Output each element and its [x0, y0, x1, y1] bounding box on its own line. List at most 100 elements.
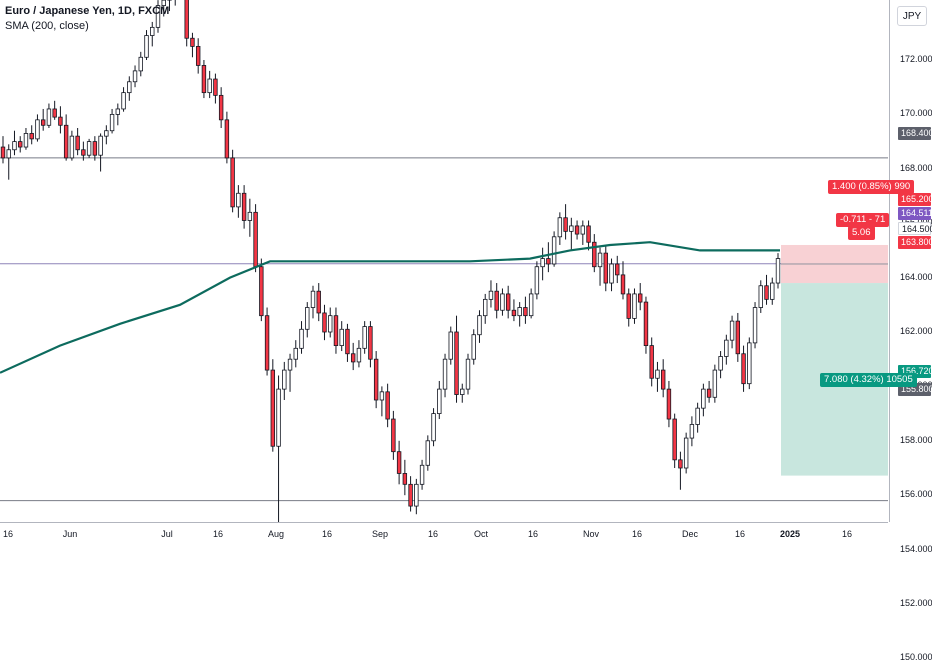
candle — [369, 321, 373, 367]
candle — [650, 337, 654, 386]
candle — [357, 340, 361, 367]
candle — [420, 460, 424, 490]
candle — [7, 144, 11, 179]
time-tick-label: 2025 — [780, 529, 800, 539]
candle — [41, 109, 45, 131]
candle — [294, 340, 298, 367]
candle — [581, 220, 585, 244]
candle — [707, 381, 711, 403]
candle — [621, 261, 625, 299]
candle — [76, 128, 80, 155]
time-tick-label: Nov — [583, 529, 599, 539]
candle — [690, 416, 694, 446]
candle — [598, 248, 602, 286]
currency-button[interactable]: JPY — [897, 6, 927, 26]
candle — [415, 479, 419, 514]
candle — [260, 259, 264, 322]
candle — [36, 114, 40, 141]
candle — [696, 403, 700, 433]
time-tick-label: Jul — [161, 529, 173, 539]
time-tick-label: 16 — [735, 529, 745, 539]
candle — [53, 101, 57, 120]
candle — [713, 365, 717, 403]
candle — [570, 218, 574, 251]
candle — [403, 460, 407, 495]
candle — [105, 125, 109, 144]
candle — [684, 433, 688, 474]
time-tick-label: 16 — [213, 529, 223, 539]
chart-legend[interactable]: Euro / Japanese Yen, 1D, FXCM SMA (200, … — [5, 4, 169, 34]
candle — [627, 288, 631, 326]
target-top-price-label: 165.200 — [898, 193, 931, 206]
sma-line — [0, 242, 780, 373]
candle — [47, 104, 51, 128]
candle — [455, 316, 459, 403]
price-tick-label: 150.000 — [900, 652, 932, 662]
pnl-label: -0.711 - 71 — [836, 213, 889, 227]
time-tick-label: Aug — [268, 529, 284, 539]
candle — [346, 324, 350, 362]
symbol-title[interactable]: Euro / Japanese Yen, 1D, FXCM — [5, 4, 169, 19]
time-tick-label: 16 — [528, 529, 538, 539]
candle — [661, 359, 665, 397]
candle — [547, 242, 551, 272]
chart-canvas[interactable] — [0, 0, 888, 522]
time-tick-label: Jun — [63, 529, 78, 539]
price-tick-label: 156.000 — [900, 489, 932, 499]
candle — [30, 125, 34, 144]
candle — [524, 297, 528, 324]
candle — [225, 112, 229, 164]
sma-line-group — [0, 242, 780, 373]
price-tick-label: 164.000 — [900, 272, 932, 282]
candle — [380, 386, 384, 416]
candle — [110, 109, 114, 133]
candle — [214, 74, 218, 104]
candle — [770, 278, 774, 305]
candle — [552, 231, 556, 266]
time-tick-label: 16 — [632, 529, 642, 539]
candle — [759, 280, 763, 313]
candle — [1, 136, 5, 163]
time-tick-label: 16 — [842, 529, 852, 539]
candle — [18, 136, 22, 152]
candle — [191, 33, 195, 57]
candle — [742, 346, 746, 392]
candle — [633, 288, 637, 323]
candle — [254, 204, 258, 272]
candle — [495, 283, 499, 318]
chart-pane[interactable]: Euro / Japanese Yen, 1D, FXCM SMA (200, … — [0, 0, 888, 522]
candle — [386, 384, 390, 428]
candle — [340, 321, 344, 351]
candle — [323, 305, 327, 340]
candle — [483, 294, 487, 324]
candle — [317, 283, 321, 321]
candle — [64, 114, 68, 160]
candle — [392, 411, 396, 460]
indicator-legend[interactable]: SMA (200, close) — [5, 19, 169, 34]
candle — [656, 362, 660, 392]
candle — [529, 288, 533, 318]
candle — [765, 275, 769, 305]
candle — [231, 150, 235, 213]
time-tick-label: 16 — [3, 529, 13, 539]
candle — [202, 60, 206, 98]
price-tick-label: 152.000 — [900, 598, 932, 608]
candle — [116, 104, 120, 126]
candle — [409, 476, 413, 511]
candle — [489, 280, 493, 307]
candle — [478, 310, 482, 343]
candle — [604, 245, 608, 291]
candle — [776, 253, 780, 288]
candle — [288, 354, 292, 392]
candle — [719, 351, 723, 378]
position-tool[interactable] — [781, 245, 888, 476]
price-tick-label: 162.000 — [900, 326, 932, 336]
candle — [679, 452, 683, 490]
candle — [351, 343, 355, 370]
candle — [512, 299, 516, 321]
candle — [472, 329, 476, 364]
candle — [466, 354, 470, 395]
time-scale[interactable] — [0, 522, 888, 551]
candle — [185, 0, 189, 46]
candle — [753, 302, 757, 348]
